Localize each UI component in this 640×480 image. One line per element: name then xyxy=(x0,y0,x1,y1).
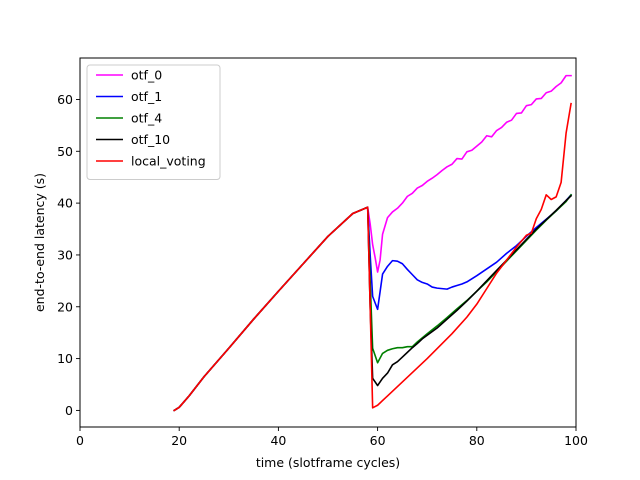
legend-label-otf-10: otf_10 xyxy=(131,132,170,147)
x-axis: 0 20 40 60 80 100 xyxy=(76,427,588,448)
legend-label-otf-4: otf_4 xyxy=(131,111,162,126)
axes-frame xyxy=(79,57,577,428)
legend-label-otf-1: otf_1 xyxy=(131,89,162,104)
legend-label-otf-0: otf_0 xyxy=(131,68,162,83)
x-tick-label: 40 xyxy=(270,433,286,448)
y-tick-label: 10 xyxy=(57,351,73,366)
legend: otf_0 otf_1 otf_4 otf_10 local_voting xyxy=(86,64,221,180)
legend-label-local-voting: local_voting xyxy=(131,154,206,169)
y-tick-label: 20 xyxy=(57,299,73,314)
plot-area xyxy=(79,57,577,428)
x-tick-label: 60 xyxy=(370,433,386,448)
y-tick-label: 30 xyxy=(57,247,73,262)
x-tick-label: 0 xyxy=(76,433,84,448)
y-tick-label: 60 xyxy=(57,92,73,107)
x-axis-label: time (slotframe cycles) xyxy=(256,455,400,470)
x-tick-label: 100 xyxy=(564,433,588,448)
y-axis: 0 10 20 30 40 50 60 xyxy=(57,92,80,418)
legend-box xyxy=(86,64,221,180)
y-tick-label: 0 xyxy=(65,403,73,418)
x-tick-label: 80 xyxy=(469,433,485,448)
series-line-local-voting xyxy=(173,102,572,412)
y-axis-label: end-to-end latency (s) xyxy=(32,173,47,312)
y-tick-label: 50 xyxy=(57,144,73,159)
x-tick-label: 20 xyxy=(171,433,187,448)
series-layer xyxy=(173,74,573,412)
y-tick-label: 40 xyxy=(57,196,73,211)
